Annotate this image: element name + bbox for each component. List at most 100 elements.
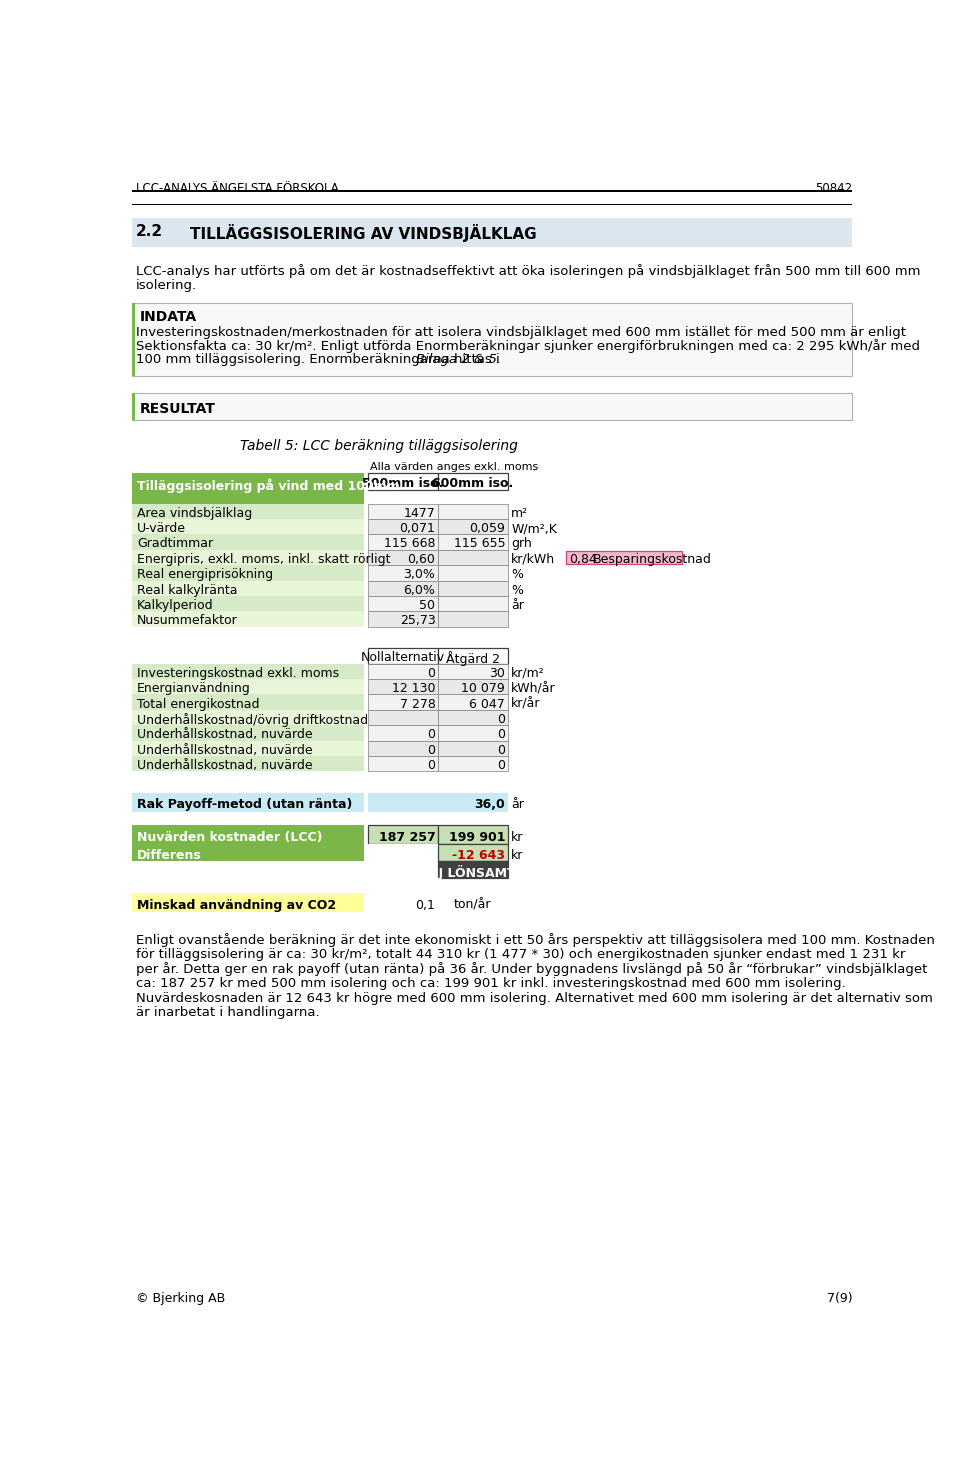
Text: 3,0%: 3,0% (403, 569, 436, 582)
Text: 115 655: 115 655 (453, 538, 505, 551)
Text: Tabell 5: LCC beräkning tilläggsisolering: Tabell 5: LCC beräkning tilläggsisolerin… (240, 439, 518, 452)
Bar (132, 664, 364, 679)
Text: 0: 0 (497, 729, 505, 742)
Bar (132, 217, 852, 247)
Bar (438, 504, 508, 519)
Text: W/m²,K: W/m²,K (512, 521, 557, 535)
Text: Enligt ovanstående beräkning är det inte ekonomiskt i ett 50 års perspektiv att : Enligt ovanstående beräkning är det inte… (135, 933, 934, 948)
Text: per år. Detta ger en rak payoff (utan ränta) på 36 år. Under byggnadens livsläng: per år. Detta ger en rak payoff (utan rä… (135, 962, 926, 977)
Bar (438, 648, 508, 664)
Text: kWh/år: kWh/år (512, 682, 556, 695)
Text: Differens: Differens (137, 849, 202, 862)
Bar (438, 664, 508, 679)
Text: 0: 0 (427, 743, 436, 757)
Text: Area vindsbjälklag: Area vindsbjälklag (137, 507, 252, 520)
Bar (132, 695, 364, 710)
Text: 0,60: 0,60 (408, 552, 436, 566)
Bar (438, 549, 508, 566)
Text: 6 047: 6 047 (469, 698, 505, 711)
Bar (132, 843, 364, 861)
Text: 7 278: 7 278 (399, 698, 436, 711)
Text: Underhållskostnad, nuvärde: Underhållskostnad, nuvärde (137, 743, 313, 757)
Bar (368, 740, 438, 757)
Text: 500mm iso.: 500mm iso. (362, 476, 444, 489)
Text: Sektionsfakta ca: 30 kr/m². Enligt utförda Enormberäkningar sjunker energiförbru: Sektionsfakta ca: 30 kr/m². Enligt utför… (135, 339, 920, 354)
Text: Besparingskostnad: Besparingskostnad (592, 552, 711, 566)
Text: Tilläggsisolering på vind med 100mm: Tilläggsisolering på vind med 100mm (137, 479, 399, 494)
Text: 2.2: 2.2 (135, 223, 162, 239)
Bar (438, 679, 508, 695)
Bar (132, 535, 364, 549)
Text: 1477: 1477 (403, 507, 436, 520)
Text: LCC-ANALYS ÄNGELSTA FÖRSKOLA: LCC-ANALYS ÄNGELSTA FÖRSKOLA (135, 182, 338, 195)
Bar (132, 826, 364, 843)
Text: U-värde: U-värde (137, 521, 186, 535)
Text: isolering.: isolering. (135, 279, 197, 292)
Text: Energianvändning: Energianvändning (137, 682, 251, 695)
Bar (132, 740, 364, 757)
Text: %: % (512, 583, 523, 596)
Text: kr: kr (512, 849, 524, 862)
Text: Underhållskostnad/övrig driftkostnad: Underhållskostnad/övrig driftkostnad (137, 712, 369, 727)
Text: INDATA: INDATA (139, 310, 197, 325)
Bar (438, 611, 508, 627)
Bar (368, 535, 438, 549)
Bar (132, 394, 852, 420)
Text: 7(9): 7(9) (827, 1293, 852, 1304)
Bar (368, 710, 438, 726)
Text: 187 257: 187 257 (378, 831, 436, 843)
Text: 0: 0 (427, 759, 436, 773)
Text: kr/m²: kr/m² (512, 667, 545, 680)
Text: Gradtimmar: Gradtimmar (137, 538, 213, 551)
Bar (132, 394, 134, 420)
Bar (368, 596, 438, 611)
Text: Nusummefaktor: Nusummefaktor (137, 614, 238, 627)
Bar (438, 695, 508, 710)
Bar (132, 473, 364, 504)
Text: %: % (512, 569, 523, 582)
Text: kr: kr (512, 831, 524, 843)
Bar (368, 726, 438, 740)
Text: Nuvärdeskosnaden är 12 643 kr högre med 600 mm isolering. Alternativet med 600 m: Nuvärdeskosnaden är 12 643 kr högre med … (135, 992, 932, 1005)
Bar (132, 190, 852, 191)
Text: 6,0%: 6,0% (403, 583, 436, 596)
Text: Alla värden anges exkl. moms: Alla värden anges exkl. moms (370, 461, 538, 472)
Bar (132, 580, 364, 596)
Text: 0: 0 (497, 759, 505, 773)
Text: 50: 50 (420, 599, 436, 613)
Bar (438, 535, 508, 549)
Bar (438, 861, 508, 878)
Text: LCC-analys har utförts på om det är kostnadseffektivt att öka isoleringen på vin: LCC-analys har utförts på om det är kost… (135, 264, 920, 278)
Text: 36,0: 36,0 (474, 799, 505, 811)
Text: Real kalkylränta: Real kalkylränta (137, 583, 237, 596)
Bar (132, 549, 364, 566)
Bar (368, 843, 438, 861)
Bar (132, 504, 364, 519)
Text: Underhållskostnad, nuvärde: Underhållskostnad, nuvärde (137, 759, 313, 773)
Text: 0: 0 (497, 743, 505, 757)
Text: 0,071: 0,071 (399, 521, 436, 535)
Text: TILLÄGGSISOLERING AV VINDSBJÄLKLAG: TILLÄGGSISOLERING AV VINDSBJÄLKLAG (190, 223, 537, 242)
Text: 115 668: 115 668 (384, 538, 436, 551)
Text: Total energikostnad: Total energikostnad (137, 698, 259, 711)
Text: m²: m² (512, 507, 529, 520)
Text: 100 mm tilläggsisolering. Enormberäkningarna hittas i: 100 mm tilläggsisolering. Enormberäkning… (135, 354, 503, 366)
Text: -12 643: -12 643 (452, 849, 505, 862)
Bar (368, 519, 438, 535)
Text: 30: 30 (490, 667, 505, 680)
Bar (132, 893, 364, 912)
Bar (368, 664, 438, 679)
Bar (368, 695, 438, 710)
Bar (368, 679, 438, 695)
Bar (565, 551, 682, 564)
Text: 0,84: 0,84 (568, 552, 596, 566)
Text: EJ LÖNSAMT: EJ LÖNSAMT (430, 865, 516, 880)
Bar (132, 611, 364, 627)
Bar (132, 303, 134, 376)
Bar (132, 757, 364, 771)
Text: 0,059: 0,059 (469, 521, 505, 535)
Bar (132, 303, 852, 376)
Bar (368, 648, 438, 664)
Text: grh: grh (512, 538, 532, 551)
Bar (132, 710, 364, 726)
